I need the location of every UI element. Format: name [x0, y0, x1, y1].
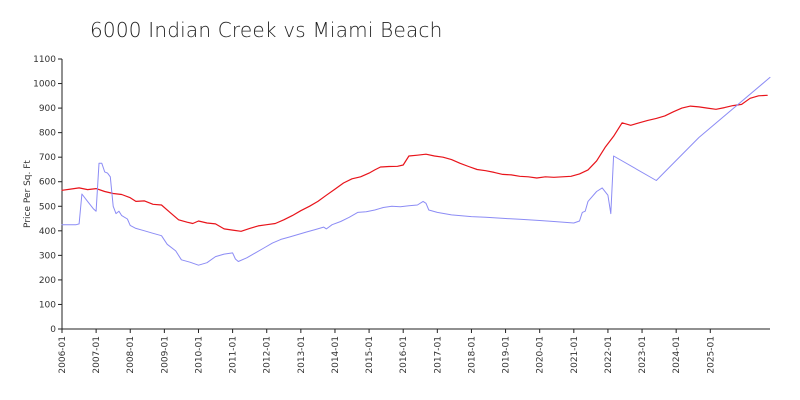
x-tick-label: 2011-01: [229, 336, 239, 374]
y-tick-label: 300: [39, 251, 56, 261]
y-tick-label: 600: [39, 178, 56, 188]
y-tick-label: 200: [39, 276, 56, 286]
chart-title: 6000 Indian Creek vs Miami Beach: [90, 18, 443, 42]
y-tick-label: 1100: [33, 55, 56, 65]
x-tick-label: 2024-01: [672, 336, 682, 374]
y-tick-label: 1000: [33, 80, 56, 90]
x-tick-label: 2013-01: [297, 336, 307, 374]
x-tick-label: 2021-01: [570, 336, 580, 374]
x-tick-label: 2012-01: [263, 336, 273, 374]
x-tick-label: 2008-01: [126, 336, 136, 374]
y-tick-label: 800: [39, 129, 56, 139]
x-tick-label: 2010-01: [194, 336, 204, 374]
series-line-red: [61, 94, 768, 232]
x-tick-label: 2007-01: [92, 336, 102, 374]
axes: 0 100 200 300 400 500 600 700 800 900 1000 1100 2006…: [23, 55, 770, 374]
x-tick-label: 2009-01: [160, 336, 170, 374]
x-tick-label: 2014-01: [331, 336, 341, 374]
x-tick-label: 2022-01: [604, 336, 614, 374]
y-tick-label: 400: [39, 227, 56, 237]
x-tick-label: 2023-01: [638, 336, 648, 374]
x-tick-label: 2018-01: [467, 336, 477, 374]
y-axis-label: Price Per Sq. Ft: [23, 160, 33, 228]
x-tick-label: 2016-01: [399, 336, 409, 374]
y-tick-label: 900: [39, 104, 56, 114]
series-group: [61, 76, 771, 266]
y-tick-label: 500: [39, 202, 56, 212]
y-tick-label: 0: [50, 325, 56, 335]
x-tick-label: 2025-01: [706, 336, 716, 374]
x-tick-label: 2020-01: [536, 336, 546, 374]
x-tick-label: 2015-01: [365, 336, 375, 374]
series-line-blue: [61, 76, 771, 266]
x-tick-label: 2017-01: [433, 336, 443, 374]
y-tick-label: 700: [39, 153, 56, 163]
x-tick-label: 2006-01: [58, 336, 68, 374]
x-tick-label: 2019-01: [502, 336, 512, 374]
y-tick-label: 100: [39, 300, 56, 310]
